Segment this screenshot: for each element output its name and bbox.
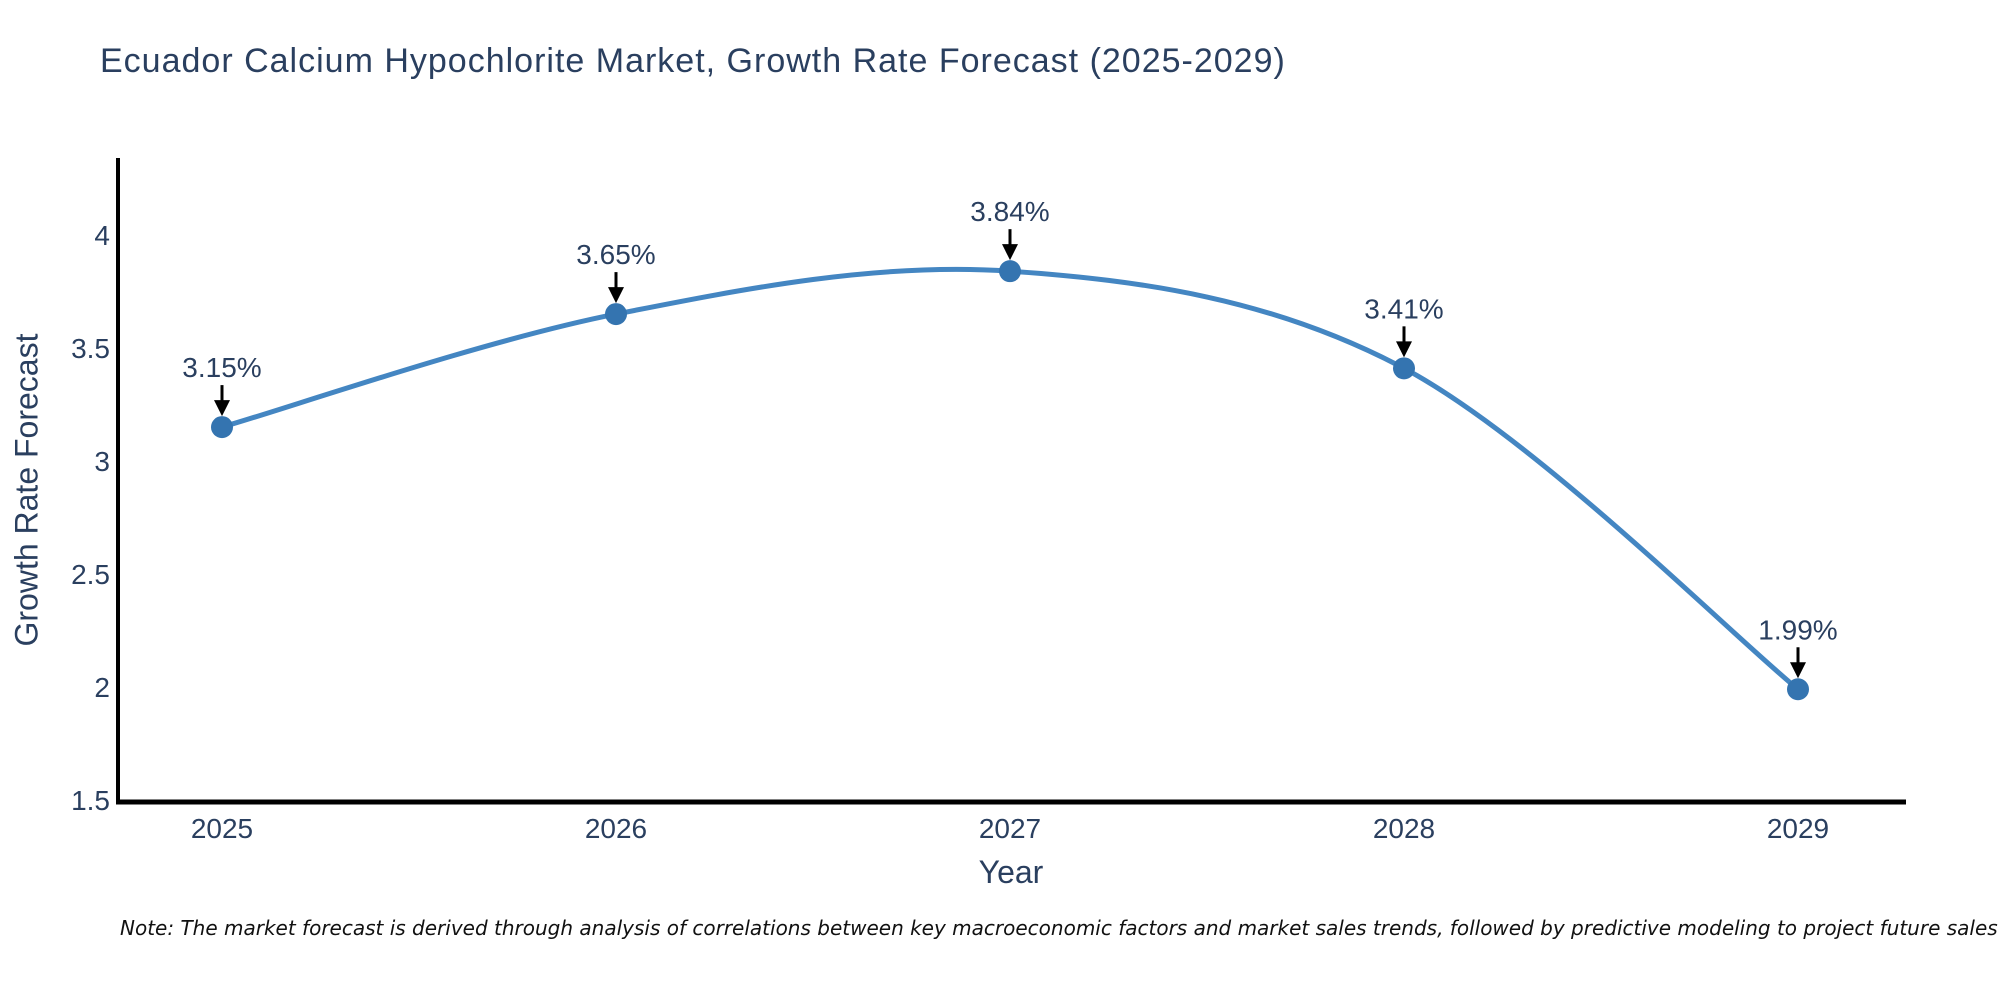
- x-tick-label: 2026: [585, 813, 647, 844]
- data-point-label: 3.15%: [182, 352, 261, 383]
- annotation-arrowhead: [608, 287, 624, 304]
- annotation-arrowhead: [1002, 244, 1018, 261]
- y-tick-label: 2.5: [71, 559, 110, 590]
- y-tick-label: 2: [94, 672, 110, 703]
- annotation-arrowhead: [214, 400, 230, 417]
- annotation-arrowhead: [1396, 341, 1412, 358]
- data-point-marker: [1393, 357, 1415, 380]
- data-point-marker: [211, 416, 233, 439]
- data-point-label: 1.99%: [1758, 614, 1837, 645]
- y-tick-label: 1.5: [71, 785, 110, 816]
- data-point-label: 3.65%: [576, 239, 655, 270]
- trend-line: [219, 266, 1801, 692]
- x-tick-label: 2027: [979, 813, 1041, 844]
- data-point-label: 3.41%: [1364, 293, 1443, 324]
- x-tick-label: 2029: [1767, 813, 1829, 844]
- y-tick-label: 3: [94, 446, 110, 477]
- data-point-marker: [999, 260, 1021, 283]
- data-point-marker: [605, 303, 627, 326]
- x-tick-label: 2028: [1373, 813, 1435, 844]
- y-tick-label: 3.5: [71, 333, 110, 364]
- x-axis-title: Year: [978, 854, 1044, 890]
- y-tick-label: 4: [94, 220, 110, 251]
- annotation-arrowhead: [1790, 662, 1806, 679]
- data-point-label: 3.84%: [970, 196, 1049, 227]
- data-point-marker: [1787, 678, 1809, 701]
- chart-title: Ecuador Calcium Hypochlorite Market, Gro…: [100, 42, 1286, 80]
- x-tick-label: 2025: [191, 813, 253, 844]
- footnote: Note: The market forecast is derived thr…: [120, 916, 1998, 940]
